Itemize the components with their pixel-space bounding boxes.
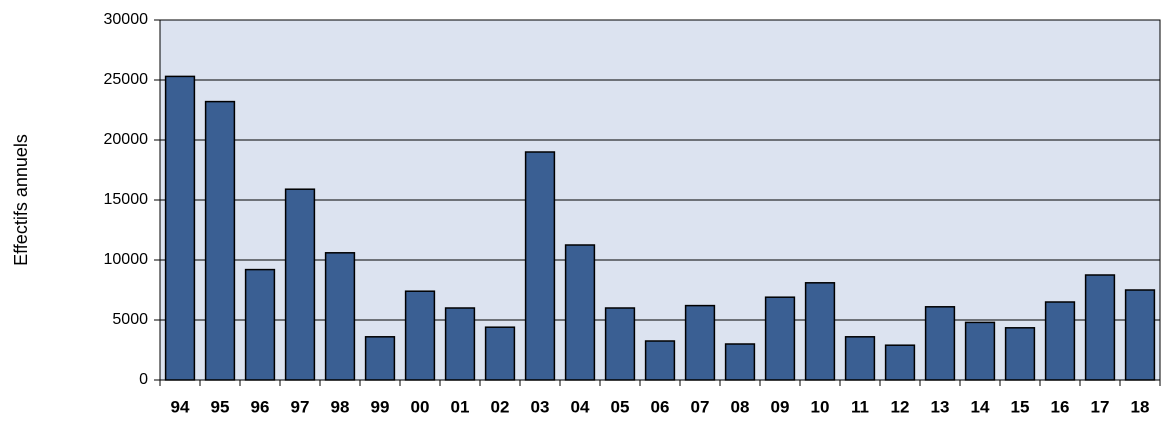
- bar: [804, 282, 836, 381]
- x-tick-label: 09: [771, 397, 790, 416]
- y-axis-title: Effectifs annuels: [11, 134, 31, 266]
- x-tick-label: 06: [651, 397, 670, 416]
- x-tick-label: 97: [291, 397, 310, 416]
- bar: [284, 188, 316, 381]
- bar: [964, 321, 996, 381]
- bar: [244, 268, 276, 381]
- x-tick-label: 17: [1091, 397, 1110, 416]
- bar: [404, 290, 436, 381]
- x-tick-label: 08: [731, 397, 750, 416]
- bar: [204, 100, 236, 381]
- bar: [564, 244, 596, 381]
- bar: [844, 336, 876, 381]
- bar: [1044, 301, 1076, 381]
- bar: [524, 151, 556, 381]
- bar: [444, 307, 476, 381]
- x-tick-label: 04: [571, 397, 590, 416]
- x-tick-label: 18: [1131, 397, 1150, 416]
- bar: [764, 296, 796, 381]
- x-tick-label: 00: [411, 397, 430, 416]
- bar: [684, 304, 716, 381]
- y-tick-label: 30000: [104, 11, 149, 28]
- y-tick-label: 25000: [104, 71, 149, 88]
- y-tick-label: 15000: [104, 191, 149, 208]
- x-tick-label: 11: [851, 397, 869, 416]
- x-tick-label: 03: [531, 397, 550, 416]
- x-tick-label: 14: [971, 397, 990, 416]
- x-tick-label: 10: [811, 397, 830, 416]
- bar: [1124, 289, 1156, 381]
- bar: [644, 340, 676, 381]
- bar: [924, 306, 956, 381]
- bar: [1004, 327, 1036, 381]
- x-tick-label: 16: [1051, 397, 1070, 416]
- bar: [724, 343, 756, 381]
- bar: [884, 344, 916, 381]
- bar: [324, 252, 356, 381]
- x-tick-label: 13: [931, 397, 950, 416]
- bar: [484, 326, 516, 381]
- x-tick-label: 05: [611, 397, 630, 416]
- bar: [164, 75, 196, 381]
- x-tick-label: 12: [891, 397, 910, 416]
- x-tick-label: 99: [371, 397, 390, 416]
- bar: [1084, 274, 1116, 381]
- x-tick-label: 94: [171, 397, 190, 416]
- x-tick-label: 95: [211, 397, 230, 416]
- x-tick-label: 07: [691, 397, 710, 416]
- x-tick-label: 01: [451, 397, 470, 416]
- x-tick-label: 15: [1011, 397, 1030, 416]
- bar: [604, 307, 636, 381]
- x-tick-label: 98: [331, 397, 350, 416]
- x-tick-label: 96: [251, 397, 270, 416]
- y-tick-label: 5000: [112, 311, 148, 328]
- y-tick-label: 0: [139, 371, 148, 388]
- y-tick-label: 20000: [104, 131, 149, 148]
- bar: [364, 336, 396, 381]
- y-tick-label: 10000: [104, 251, 149, 268]
- x-tick-label: 02: [491, 397, 510, 416]
